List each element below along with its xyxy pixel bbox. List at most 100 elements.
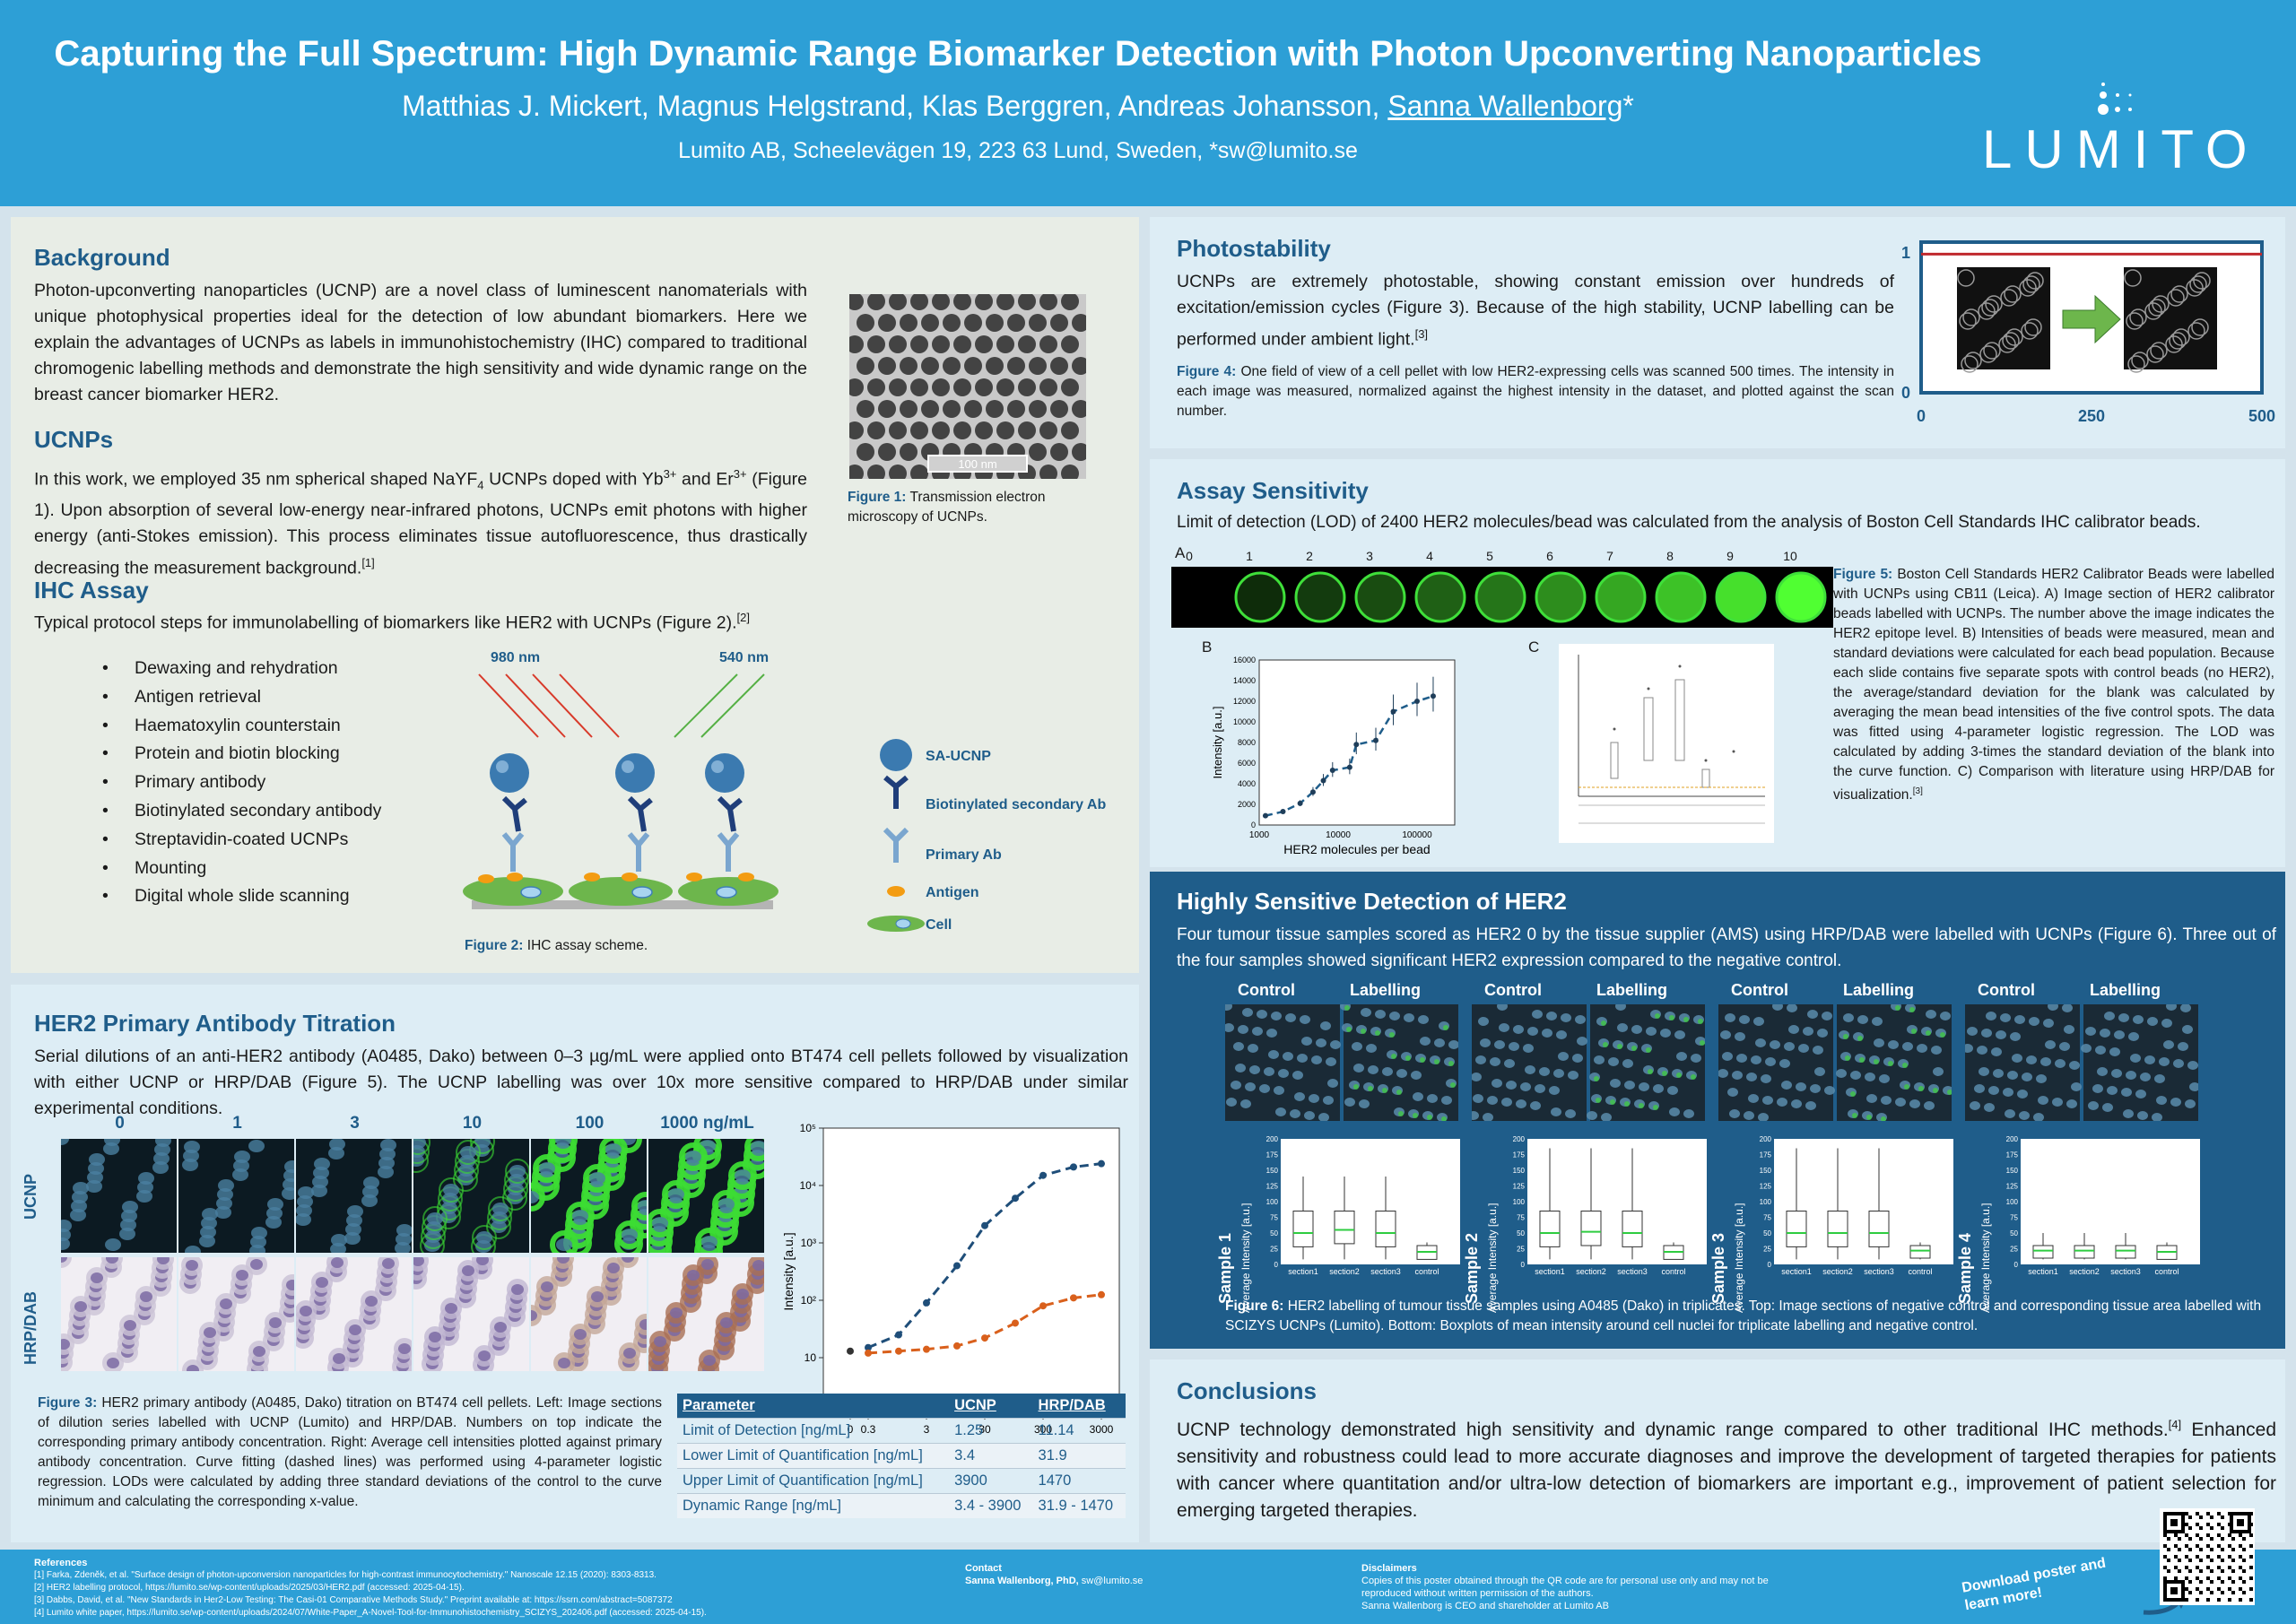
panel-her2-detection: Highly Sensitive Detection of HER2 Four … <box>1150 872 2285 1349</box>
y-tick-label: 200 <box>1760 1135 1772 1143</box>
data-point <box>865 1350 872 1357</box>
her2-text: Four tumour tissue samples scored as HER… <box>1177 922 2276 974</box>
x-tick-label: section2 <box>1329 1267 1360 1276</box>
data-point <box>895 1332 902 1339</box>
protocol-step: Antigen retrieval <box>135 683 381 712</box>
protocol-step: Haematoxylin counterstain <box>135 712 381 741</box>
data-point <box>1039 1302 1047 1309</box>
y-tick-label: 10⁵ <box>800 1122 816 1134</box>
ucnp-image-tile <box>531 1139 647 1253</box>
protocol-step: Biotinylated secondary antibody <box>135 797 381 826</box>
data-point <box>1330 768 1335 773</box>
x-tick-label: section1 <box>1781 1267 1812 1276</box>
lod-table: Parameter UCNP HRP/DAB Limit of Detection … <box>677 1394 1126 1518</box>
header-banner: Capturing the Full Spectrum: High Dynami… <box>0 0 2296 206</box>
data-point <box>953 1262 961 1269</box>
y-tick-label: 10⁴ <box>799 1179 816 1192</box>
hrp-image-tile <box>413 1257 529 1371</box>
box <box>1787 1211 1806 1247</box>
y-tick-label: 25 <box>2010 1246 2018 1254</box>
tissue-image-pair <box>1472 1004 1705 1121</box>
poster-title: Capturing the Full Spectrum: High Dynami… <box>0 34 2036 74</box>
y-tick-label: 150 <box>2006 1167 2019 1175</box>
data-point <box>1298 801 1303 806</box>
y-tick-label: 0 <box>1251 821 1256 829</box>
x-tick-label: 10000 <box>1326 830 1351 840</box>
qr-code[interactable] <box>2160 1508 2255 1605</box>
ucnp-image-tile <box>178 1139 294 1253</box>
bead-level-label: 8 <box>1661 549 1679 563</box>
bead-intensity-chart: 1000 10000 1000000200040006000800010000120… <box>1209 647 1469 863</box>
panel-titration: HER2 Primary Antibody Titration Serial d… <box>11 985 1139 1542</box>
table-cell: 3900 <box>949 1469 1032 1494</box>
data-point <box>1321 778 1326 784</box>
hrp-image-tile <box>61 1257 177 1371</box>
data-point <box>1347 765 1352 770</box>
tissue-image-pair <box>1965 1004 2198 1121</box>
y-tick-label: 200 <box>1513 1135 1526 1143</box>
table-cell: 1470 <box>1033 1469 1126 1494</box>
box <box>1540 1211 1560 1247</box>
y-tick-label: 125 <box>2006 1183 2019 1191</box>
authors: Matthias J. Mickert, Magnus Helgstrand, … <box>402 90 1387 122</box>
scan-image-first <box>1957 267 2050 369</box>
affiliation: Lumito AB, Scheelevägen 19, 223 63 Lund,… <box>0 138 2036 164</box>
sample-label: Sample 1 <box>1216 1233 1235 1304</box>
x-tick-label: 250 <box>2078 407 2105 425</box>
table-row: Upper Limit of Quantification [ng/mL] 390… <box>677 1469 1126 1494</box>
x-tick-label: control <box>1414 1267 1439 1276</box>
box <box>1828 1211 1848 1247</box>
bead-level-label: 1 <box>1240 549 1258 563</box>
data-point <box>1098 1160 1105 1168</box>
bead-level-label: 5 <box>1481 549 1499 563</box>
row-label-hrp: HRP/DAB <box>22 1291 40 1365</box>
y-tick-label: 10 <box>804 1351 817 1364</box>
legend-primary-ab: Primary Ab <box>926 847 1002 863</box>
data-point <box>953 1342 961 1350</box>
x-tick-label: control <box>1908 1267 1932 1276</box>
panel-assay-sensitivity: Assay Sensitivity Limit of detection (LO… <box>1150 459 2285 867</box>
conclusions-heading: Conclusions <box>1177 1377 1317 1405</box>
y-tick-label: 50 <box>1270 1229 1278 1238</box>
control-point <box>847 1348 854 1355</box>
box <box>1376 1211 1396 1247</box>
bead-level-label: 4 <box>1421 549 1439 563</box>
data-point <box>1431 693 1436 699</box>
y-tick-label: 175 <box>2006 1151 2019 1159</box>
titration-image-grid <box>61 1139 771 1370</box>
data-point <box>1098 1291 1105 1298</box>
reference-item: [2] HER2 labelling protocol, https://lum… <box>34 1582 931 1594</box>
box <box>1293 1211 1313 1247</box>
bead-level-label: 6 <box>1541 549 1559 563</box>
references-heading: References <box>34 1557 87 1569</box>
contact-email[interactable]: sw@lumito.se <box>1079 1576 1144 1586</box>
bead-level-label: 3 <box>1361 549 1378 563</box>
protocol-steps: Dewaxing and rehydrationAntigen retrieva… <box>135 655 381 911</box>
y-tick-label: 14000 <box>1233 676 1256 685</box>
hrp-image-tile <box>648 1257 764 1371</box>
download-callout: Download poster and learn more! <box>1961 1552 2126 1616</box>
ucnp-image-tile <box>413 1139 529 1253</box>
hrp-image-tile <box>296 1257 412 1371</box>
table-cell: 3.4 <box>949 1444 1032 1469</box>
table-row: Lower Limit of Quantification [ng/mL] 3.4… <box>677 1444 1126 1469</box>
table-cell: 31.9 <box>1033 1444 1126 1469</box>
corresponding-author[interactable]: Sanna Wallenborg <box>1387 90 1622 122</box>
x-tick-label: section3 <box>1617 1267 1648 1276</box>
lumito-logo: LUMITO <box>1982 118 2260 180</box>
y-tick-label: 200 <box>1266 1135 1279 1143</box>
column-label-control: Control <box>1238 981 1295 1000</box>
bead-level-label: 7 <box>1601 549 1619 563</box>
sample-label: Sample 4 <box>1956 1233 1975 1304</box>
boxplot: 0255075100125150175200section1 section2 se… <box>1500 1133 1716 1286</box>
concentration-label: 100 <box>531 1114 648 1133</box>
ucnps-text: In this work, we employed 35 nm spherica… <box>34 461 807 582</box>
photostability-chart: 0 250 500 0 1 <box>1885 233 2280 439</box>
y-tick-label: 4000 <box>1238 779 1256 788</box>
legend-cell: Cell <box>926 917 952 933</box>
y-tick-label: 8000 <box>1238 738 1256 747</box>
x-tick-label: control <box>2154 1267 2179 1276</box>
panel-c-label: C <box>1528 638 1539 656</box>
protocol-step: Protein and biotin blocking <box>135 740 381 769</box>
bead-level-label: 0 <box>1180 549 1198 563</box>
